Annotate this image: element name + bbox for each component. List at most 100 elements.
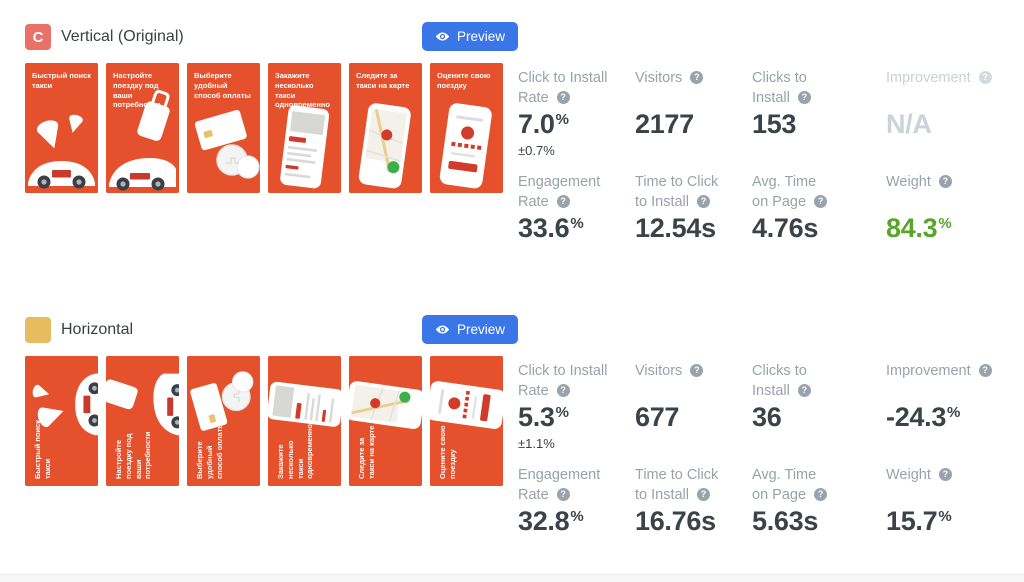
metric-value: 5.3% bbox=[518, 402, 635, 433]
metric-cell: Engagement Rate ? 33.6% bbox=[518, 172, 635, 247]
help-icon[interactable]: ? bbox=[690, 364, 704, 377]
metric-cell: Avg. Time on Page ? 5.63s bbox=[752, 465, 886, 540]
metric-confidence-interval: ±1.1% bbox=[518, 436, 555, 451]
creative-thumbnail[interactable]: Оцените свою поездку bbox=[430, 63, 503, 193]
preview-button[interactable]: Preview bbox=[422, 22, 519, 51]
creative-caption: Оцените свою поездку bbox=[437, 71, 491, 90]
metric-label-text: Weight bbox=[886, 467, 931, 483]
creative-art bbox=[280, 105, 330, 189]
help-icon[interactable]: ? bbox=[697, 488, 711, 501]
creative-thumbnail[interactable]: Быстрый поиск такси bbox=[25, 356, 98, 486]
creative-caption: Настройте поездку под ваши потребности bbox=[114, 431, 153, 479]
creative-thumbnail[interactable]: Настройте поездку под ваши потребности bbox=[106, 356, 179, 486]
metric-value-unit: % bbox=[938, 215, 952, 232]
help-icon[interactable]: ? bbox=[556, 488, 570, 501]
help-icon[interactable]: ? bbox=[978, 71, 992, 84]
metric-label-text: Time to Click bbox=[635, 467, 719, 483]
metric-cell: Visitors ? 2177 bbox=[635, 68, 752, 158]
metric-label: Avg. Time on Page ? bbox=[752, 172, 886, 212]
metric-value-number: 33.6 bbox=[518, 213, 570, 243]
metric-value-unit: s bbox=[701, 213, 716, 243]
preview-button-label: Preview bbox=[457, 29, 506, 44]
variant-block-vertical: C Vertical (Original) Preview Быстрый по… bbox=[0, 22, 1024, 304]
creative-thumbnail[interactable]: Выберите удобный способ оплаты bbox=[187, 63, 260, 193]
metric-row: Engagement Rate ? 33.6% Time to Click to I… bbox=[518, 172, 1018, 247]
metric-cell: Time to Click to Install ? 12.54s bbox=[635, 172, 752, 247]
help-icon[interactable]: ? bbox=[556, 91, 570, 104]
metric-value-unit: % bbox=[947, 404, 961, 421]
help-icon[interactable]: ? bbox=[556, 195, 570, 208]
creative-thumbnail[interactable]: Быстрый поиск такси bbox=[25, 63, 98, 193]
help-icon[interactable]: ? bbox=[814, 195, 828, 208]
metric-confidence-interval: ±0.7% bbox=[518, 143, 555, 158]
creative-caption: Следите за такси на карте bbox=[356, 71, 410, 90]
help-icon[interactable]: ? bbox=[797, 384, 811, 397]
creative-art bbox=[439, 103, 492, 189]
metric-label: Click to Install Rate ? bbox=[518, 361, 635, 401]
metric-cell: Clicks to Install ? 153 bbox=[752, 68, 886, 158]
creative: Закажите несколько такси одновременно bbox=[268, 63, 341, 193]
metric-label-text: on Page bbox=[752, 487, 807, 503]
metric-value-unit: % bbox=[938, 508, 952, 525]
variant-block-horizontal: Horizontal Preview Быстрый поиск такси На… bbox=[0, 315, 1024, 582]
creative-art bbox=[358, 103, 411, 189]
metric-label-text: Rate bbox=[518, 487, 549, 503]
creative: Настройте поездку под ваши потребности bbox=[106, 63, 179, 193]
metric-label: Visitors ? bbox=[635, 361, 752, 401]
metric-value-number: N/A bbox=[886, 109, 932, 139]
metric-label: Clicks to Install ? bbox=[752, 68, 886, 108]
help-icon[interactable]: ? bbox=[690, 71, 704, 84]
metric-label-text: Time to Click bbox=[635, 174, 719, 190]
creative-caption: Быстрый поиск такси bbox=[33, 420, 52, 479]
metric-cell: Improvement ? -24.3% bbox=[886, 361, 1018, 451]
variant-color-badge: C bbox=[25, 24, 51, 50]
metric-value: 84.3% bbox=[886, 213, 1018, 244]
metric-label-text: Weight bbox=[886, 174, 931, 190]
metric-label-text: Install bbox=[752, 383, 790, 399]
help-icon[interactable]: ? bbox=[797, 91, 811, 104]
metric-label-text: Improvement bbox=[886, 70, 971, 86]
help-icon[interactable]: ? bbox=[697, 195, 711, 208]
metric-value: 12.54s bbox=[635, 213, 752, 244]
preview-button-label: Preview bbox=[457, 322, 506, 337]
creative-art bbox=[190, 371, 254, 431]
help-icon[interactable]: ? bbox=[978, 364, 992, 377]
metric-label-text: Install bbox=[752, 90, 790, 106]
creative-caption: Закажите несколько такси одновременно bbox=[276, 424, 315, 479]
help-icon[interactable]: ? bbox=[814, 488, 828, 501]
help-icon[interactable]: ? bbox=[938, 175, 952, 188]
metric-label: Click to Install Rate ? bbox=[518, 68, 635, 108]
creative-thumbnail[interactable]: Закажите несколько такси одновременно bbox=[268, 63, 341, 193]
help-icon[interactable]: ? bbox=[556, 384, 570, 397]
creative-art bbox=[268, 381, 341, 427]
help-icon[interactable]: ? bbox=[938, 468, 952, 481]
metric-value-number: 5.63 bbox=[752, 506, 804, 536]
creative-thumbnail[interactable]: Закажите несколько такси одновременно bbox=[268, 356, 341, 486]
preview-button[interactable]: Preview bbox=[422, 315, 519, 344]
metric-label-text: to Install bbox=[635, 194, 689, 210]
metric-value-number: 32.8 bbox=[518, 506, 570, 536]
creative: Закажите несколько такси одновременно bbox=[268, 356, 341, 486]
creative-thumbnail[interactable]: Оцените свою поездку bbox=[430, 356, 503, 486]
creative-thumbnail[interactable]: Следите за такси на карте bbox=[349, 63, 422, 193]
metric-label: Clicks to Install ? bbox=[752, 361, 886, 401]
metric-label-text: Engagement bbox=[518, 467, 601, 483]
metric-label-text: on Page bbox=[752, 194, 807, 210]
metric-value-number: 84.3 bbox=[886, 213, 938, 243]
creative: Настройте поездку под ваши потребности bbox=[106, 356, 179, 486]
creative-thumbnail[interactable]: Настройте поездку под ваши потребности bbox=[106, 63, 179, 193]
metric-value: 2177 bbox=[635, 109, 752, 140]
metric-value-unit: % bbox=[570, 215, 584, 232]
metric-value-unit: s bbox=[803, 506, 819, 536]
metric-label-text: Rate bbox=[518, 194, 549, 210]
creative-thumbnail[interactable]: Следите за такси на карте bbox=[349, 356, 422, 486]
eye-icon bbox=[435, 32, 450, 41]
creative: Быстрый поиск такси bbox=[25, 356, 98, 486]
creative: Следите за такси на карте bbox=[349, 356, 422, 486]
creative-thumbnail[interactable]: Выберите удобный способ оплаты bbox=[187, 356, 260, 486]
metric-label-text: Clicks to bbox=[752, 70, 807, 86]
metric-cell: Click to Install Rate ? 5.3% ±1.1% bbox=[518, 361, 635, 451]
metrics-panel: Click to Install Rate ? 5.3% ±1.1% Visito… bbox=[518, 361, 1018, 561]
creative: Оцените свою поездку bbox=[430, 356, 503, 486]
metric-value: 33.6% bbox=[518, 213, 635, 244]
